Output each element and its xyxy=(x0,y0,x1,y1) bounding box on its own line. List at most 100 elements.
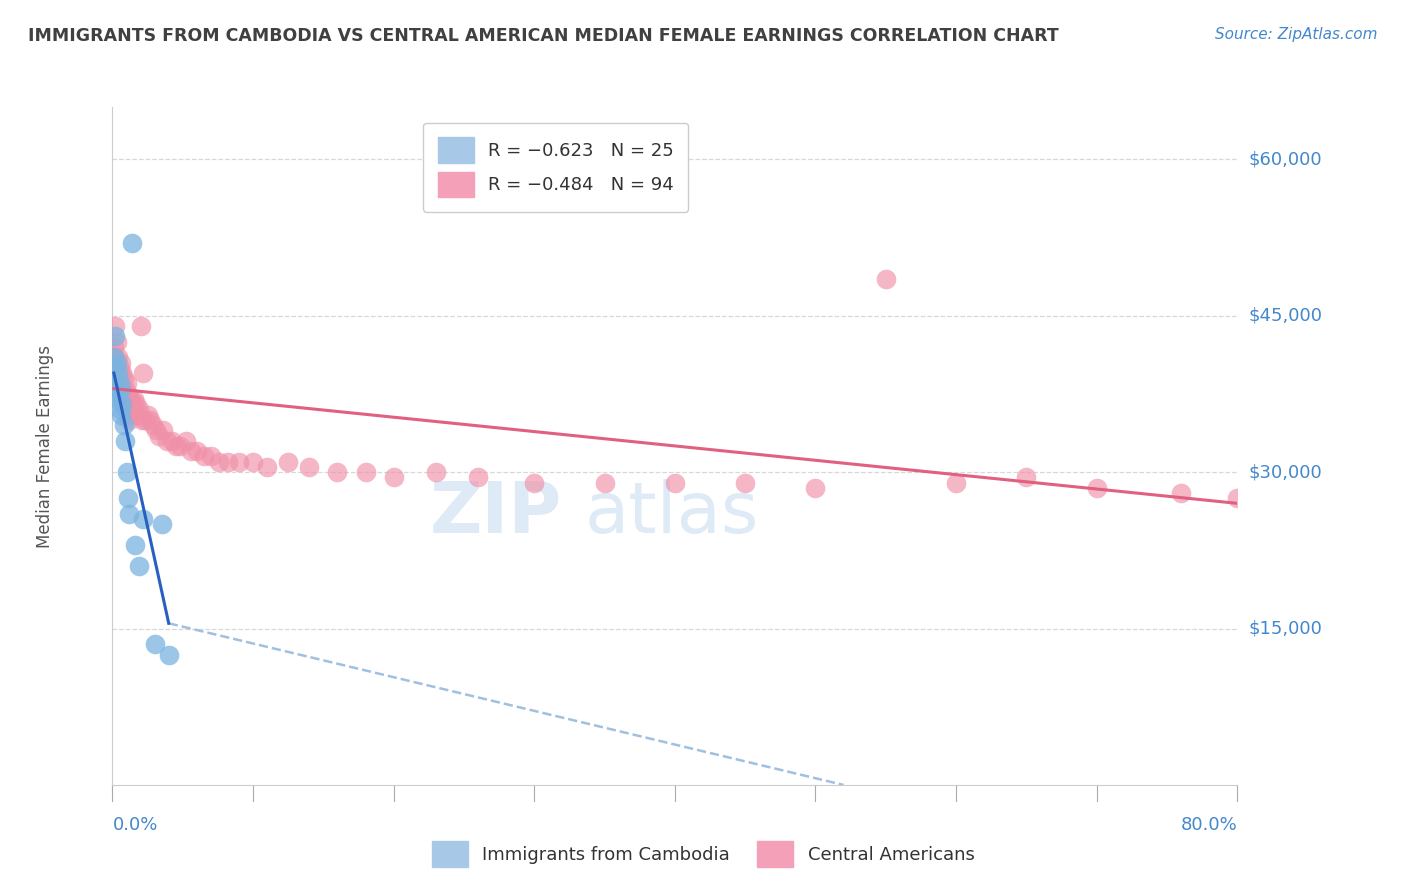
Point xyxy=(152,423,174,437)
Point xyxy=(139,413,162,427)
Text: $15,000: $15,000 xyxy=(1249,620,1322,638)
Point xyxy=(115,402,138,417)
Point xyxy=(1226,491,1249,505)
Point xyxy=(105,392,128,406)
Point xyxy=(804,481,827,495)
Point xyxy=(169,439,191,453)
Point xyxy=(112,397,135,411)
Point xyxy=(114,382,136,396)
Point xyxy=(1170,486,1192,500)
Point xyxy=(156,434,179,448)
Point xyxy=(193,450,215,464)
Point xyxy=(129,319,152,334)
Point xyxy=(124,538,146,552)
Point xyxy=(117,408,139,422)
Point xyxy=(121,397,143,411)
Point xyxy=(1015,470,1038,484)
Point xyxy=(143,637,166,651)
Text: $60,000: $60,000 xyxy=(1249,150,1322,169)
Text: $30,000: $30,000 xyxy=(1249,463,1322,481)
Point xyxy=(111,397,134,411)
Point xyxy=(112,418,135,433)
Point xyxy=(186,444,208,458)
Point xyxy=(115,376,138,391)
Point xyxy=(131,413,153,427)
Text: $45,000: $45,000 xyxy=(1249,307,1323,325)
Point xyxy=(228,455,250,469)
Text: IMMIGRANTS FROM CAMBODIA VS CENTRAL AMERICAN MEDIAN FEMALE EARNINGS CORRELATION : IMMIGRANTS FROM CAMBODIA VS CENTRAL AMER… xyxy=(28,27,1059,45)
Text: 80.0%: 80.0% xyxy=(1181,815,1237,833)
Point xyxy=(298,459,321,474)
Point xyxy=(875,272,897,286)
Point xyxy=(174,434,197,448)
Point xyxy=(217,455,239,469)
Text: Source: ZipAtlas.com: Source: ZipAtlas.com xyxy=(1215,27,1378,42)
Point xyxy=(124,402,146,417)
Point xyxy=(107,376,129,391)
Text: 0.0%: 0.0% xyxy=(112,815,157,833)
Point xyxy=(180,444,202,458)
Text: Median Female Earnings: Median Female Earnings xyxy=(37,344,53,548)
Point xyxy=(118,507,141,521)
Point xyxy=(132,366,155,380)
Point xyxy=(145,423,167,437)
Point xyxy=(105,366,128,380)
Point xyxy=(160,434,183,448)
Point xyxy=(104,329,127,343)
Point xyxy=(117,491,139,505)
Text: ZIP: ZIP xyxy=(430,479,562,549)
Point xyxy=(115,465,138,479)
Point xyxy=(132,512,155,526)
Point xyxy=(108,360,131,375)
Point xyxy=(110,382,132,396)
Point xyxy=(157,648,180,662)
Point xyxy=(354,465,377,479)
Point xyxy=(114,434,136,448)
Point xyxy=(121,235,143,250)
Point xyxy=(110,387,132,401)
Point xyxy=(108,382,131,396)
Point xyxy=(277,455,299,469)
Point xyxy=(117,387,139,401)
Point xyxy=(107,366,129,380)
Point xyxy=(103,351,125,365)
Point xyxy=(105,382,128,396)
Point xyxy=(108,402,131,417)
Point xyxy=(593,475,616,490)
Point xyxy=(111,366,134,380)
Text: atlas: atlas xyxy=(585,479,759,549)
Point xyxy=(165,439,187,453)
Point xyxy=(382,470,405,484)
Point xyxy=(110,408,132,422)
Point xyxy=(110,355,132,369)
Point xyxy=(122,392,145,406)
Point xyxy=(104,319,127,334)
Point xyxy=(134,413,156,427)
Point xyxy=(425,465,447,479)
Point xyxy=(148,428,170,442)
Point xyxy=(136,408,159,422)
Point xyxy=(200,450,222,464)
Point xyxy=(208,455,231,469)
Point xyxy=(734,475,756,490)
Point xyxy=(664,475,686,490)
Point xyxy=(108,376,131,391)
Point xyxy=(128,402,150,417)
Point xyxy=(105,355,128,369)
Point xyxy=(242,455,264,469)
Legend: R = −0.623   N = 25, R = −0.484   N = 94: R = −0.623 N = 25, R = −0.484 N = 94 xyxy=(423,123,689,212)
Point xyxy=(105,334,128,349)
Point xyxy=(945,475,967,490)
Point xyxy=(142,418,165,433)
Point xyxy=(150,517,173,532)
Point xyxy=(128,558,150,573)
Point xyxy=(118,392,141,406)
Point xyxy=(326,465,349,479)
Point xyxy=(104,351,127,365)
Point xyxy=(125,397,148,411)
Point xyxy=(1085,481,1108,495)
Point xyxy=(103,340,125,354)
Point xyxy=(107,351,129,365)
Legend: Immigrants from Cambodia, Central Americans: Immigrants from Cambodia, Central Americ… xyxy=(425,834,981,874)
Point xyxy=(256,459,278,474)
